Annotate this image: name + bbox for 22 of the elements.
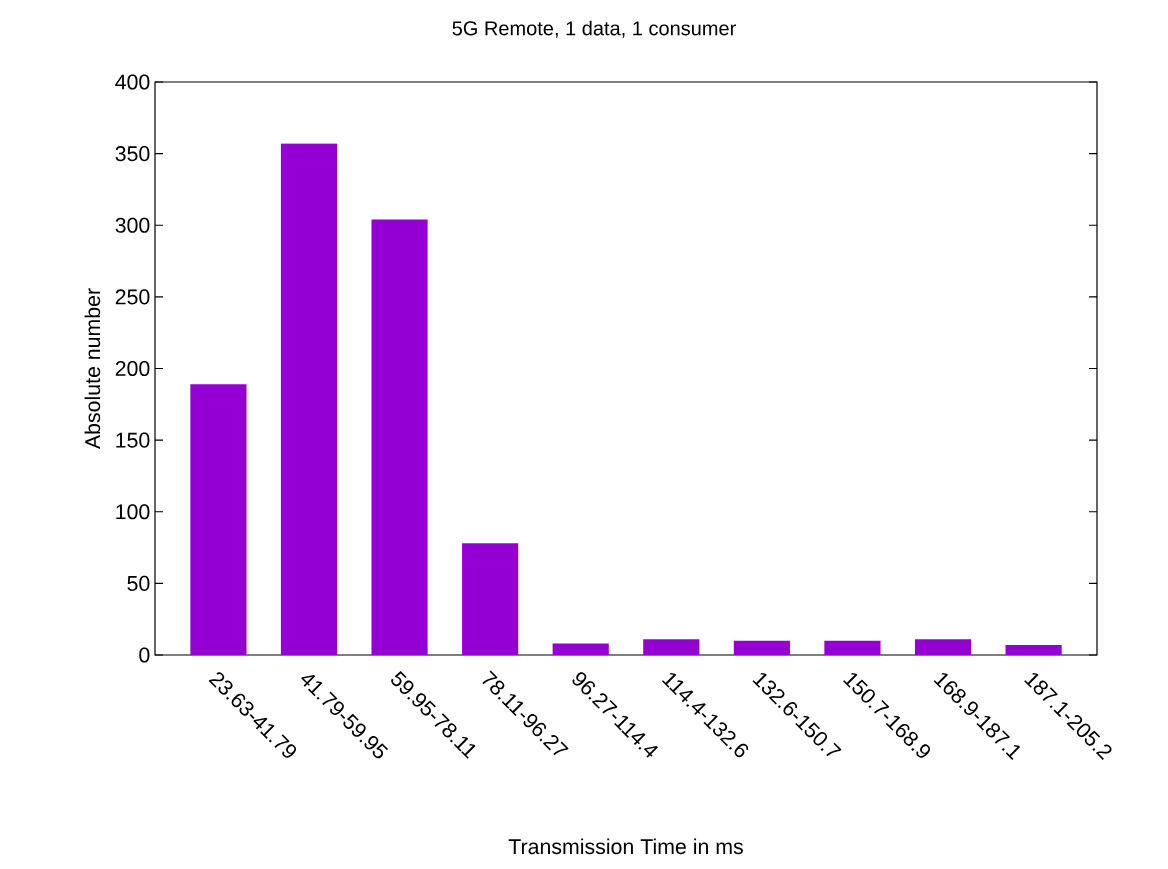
bar (552, 643, 609, 655)
y-tick-label: 0 (139, 647, 150, 663)
y-tick-label: 150 (116, 432, 150, 448)
bar (462, 543, 519, 655)
y-axis-title: Absolute number (84, 288, 101, 450)
y-tick-label: 100 (116, 504, 150, 520)
bar (643, 639, 700, 655)
y-tick-label: 400 (115, 74, 150, 90)
bar (1005, 644, 1062, 655)
chart-title: 5G Remote, 1 data, 1 consumer (452, 20, 736, 38)
x-axis-title: Transmission Time in ms (508, 838, 743, 855)
y-tick-label: 200 (115, 360, 150, 377)
bar (371, 219, 428, 655)
y-tick-label: 50 (127, 575, 150, 591)
y-tick-label: 250 (115, 289, 150, 305)
bar (733, 640, 790, 655)
y-tick-label: 300 (115, 217, 150, 233)
bar (824, 640, 881, 655)
bar (914, 639, 972, 655)
y-tick-label: 350 (115, 146, 150, 162)
bar (280, 143, 338, 655)
bar (190, 384, 247, 655)
